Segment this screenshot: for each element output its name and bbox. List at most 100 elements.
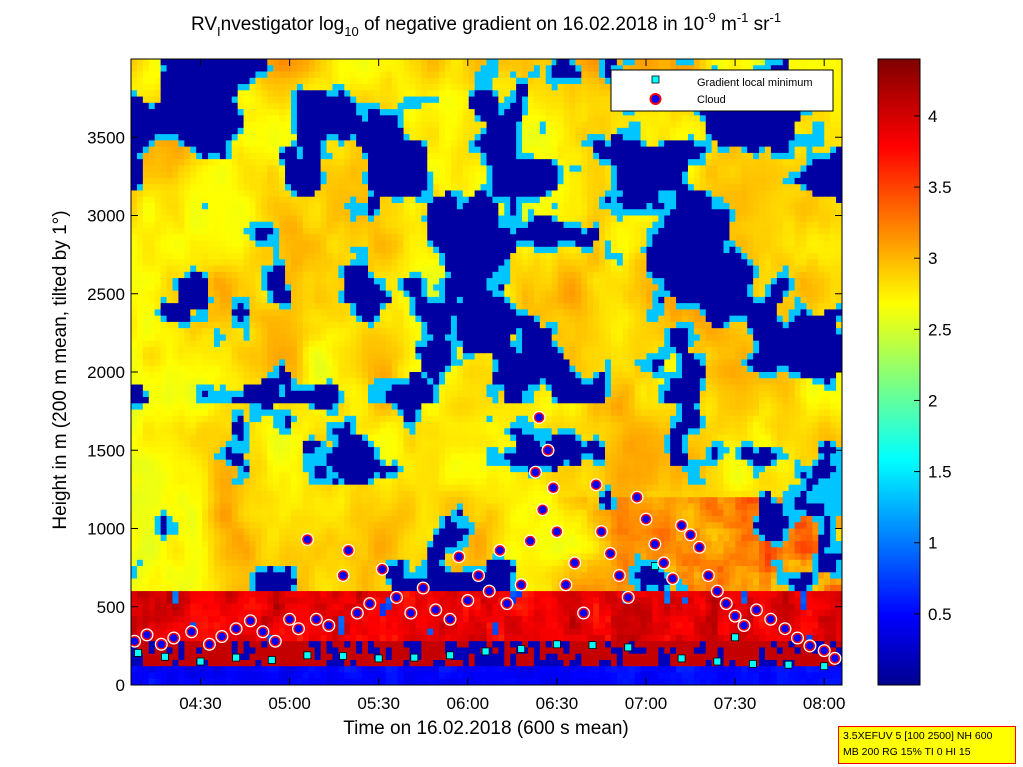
heatmap-cell bbox=[409, 140, 416, 148]
heatmap-cell bbox=[551, 196, 559, 204]
heatmap-cell bbox=[628, 278, 636, 285]
heatmap-cell bbox=[450, 196, 458, 204]
heatmap-cell bbox=[599, 215, 606, 223]
heatmap-cell bbox=[581, 165, 588, 173]
heatmap-cell bbox=[800, 59, 808, 66]
heatmap-cell bbox=[285, 290, 292, 298]
heatmap-cell bbox=[190, 59, 197, 66]
heatmap-cell bbox=[136, 159, 144, 167]
heatmap-cell bbox=[178, 146, 185, 154]
heatmap-cell bbox=[486, 290, 494, 298]
heatmap-cell bbox=[616, 196, 624, 204]
heatmap-cell bbox=[190, 265, 197, 273]
heatmap-cell bbox=[480, 109, 488, 116]
heatmap-cell bbox=[320, 65, 328, 73]
heatmap-cell bbox=[362, 90, 369, 98]
heatmap-cell bbox=[640, 271, 648, 279]
heatmap-cell bbox=[729, 65, 736, 73]
heatmap-cell bbox=[450, 127, 458, 135]
heatmap-cell bbox=[788, 253, 796, 260]
heatmap-cell bbox=[522, 202, 529, 210]
heatmap-cell bbox=[356, 134, 363, 141]
heatmap-cell bbox=[255, 296, 262, 304]
heatmap-cell bbox=[498, 278, 505, 285]
heatmap-cell bbox=[225, 240, 233, 248]
heatmap-cell bbox=[196, 159, 203, 167]
heatmap-cell bbox=[320, 165, 328, 173]
heatmap-cell bbox=[433, 315, 440, 323]
heatmap-cell bbox=[184, 71, 191, 79]
heatmap-cell bbox=[516, 296, 523, 304]
heatmap-cell bbox=[196, 253, 203, 260]
heatmap-cell bbox=[178, 240, 185, 248]
heatmap-cell bbox=[593, 140, 600, 148]
heatmap-cell bbox=[753, 177, 760, 185]
heatmap-cell bbox=[184, 290, 191, 298]
heatmap-cell bbox=[409, 240, 416, 248]
heatmap-cell bbox=[788, 221, 796, 229]
heatmap-cell bbox=[640, 259, 648, 267]
heatmap-cell bbox=[468, 109, 476, 116]
heatmap-cell bbox=[741, 271, 748, 279]
heatmap-cell bbox=[409, 77, 416, 85]
heatmap-cell bbox=[581, 290, 588, 298]
heatmap-cell bbox=[800, 209, 808, 217]
heatmap-cell bbox=[379, 190, 387, 198]
heatmap-cell bbox=[415, 240, 422, 248]
heatmap-cell bbox=[136, 71, 144, 79]
heatmap-cell bbox=[652, 240, 659, 248]
heatmap-cell bbox=[717, 271, 725, 279]
heatmap-cell bbox=[350, 278, 357, 285]
heatmap-cell bbox=[225, 259, 233, 267]
heatmap-cell bbox=[699, 59, 707, 66]
heatmap-cell bbox=[391, 202, 399, 210]
heatmap-cell bbox=[812, 278, 819, 285]
heatmap-cell bbox=[302, 109, 310, 116]
heatmap-cell bbox=[279, 59, 286, 66]
heatmap-cell bbox=[646, 121, 653, 129]
heatmap-cell bbox=[794, 234, 802, 242]
heatmap-cell bbox=[480, 284, 488, 292]
heatmap-cell bbox=[622, 115, 630, 123]
heatmap-cell bbox=[190, 253, 197, 260]
heatmap-cell bbox=[166, 134, 174, 141]
heatmap-cell bbox=[172, 165, 179, 173]
heatmap-cell bbox=[699, 140, 707, 148]
heatmap-cell bbox=[676, 59, 683, 66]
heatmap-cell bbox=[575, 65, 582, 73]
heatmap-cell bbox=[178, 190, 185, 198]
heatmap-cell bbox=[427, 65, 434, 73]
heatmap-cell bbox=[249, 284, 257, 292]
heatmap-cell bbox=[527, 159, 535, 167]
heatmap-cell bbox=[362, 253, 369, 260]
heatmap-cell bbox=[593, 303, 600, 310]
heatmap-cell bbox=[676, 271, 683, 279]
heatmap-cell bbox=[581, 96, 588, 104]
heatmap-cell bbox=[202, 77, 209, 85]
heatmap-cell bbox=[527, 303, 535, 310]
heatmap-cell bbox=[445, 184, 452, 192]
heatmap-cell bbox=[445, 134, 452, 141]
heatmap-cell bbox=[326, 171, 334, 179]
heatmap-cell bbox=[628, 228, 636, 235]
heatmap-cell bbox=[261, 90, 268, 98]
heatmap-cell bbox=[184, 65, 191, 73]
heatmap-cell bbox=[557, 290, 565, 298]
heatmap-cell bbox=[362, 65, 369, 73]
heatmap-cell bbox=[142, 96, 150, 104]
heatmap-cell bbox=[610, 309, 618, 317]
heatmap-cell bbox=[172, 265, 179, 273]
heatmap-cell bbox=[373, 140, 381, 148]
heatmap-cell bbox=[308, 240, 316, 248]
heatmap-cell bbox=[516, 259, 523, 267]
heatmap-cell bbox=[492, 146, 499, 154]
heatmap-cell bbox=[249, 234, 257, 242]
heatmap-cell bbox=[385, 190, 393, 198]
heatmap-cell bbox=[800, 202, 808, 210]
heatmap-cell bbox=[616, 159, 624, 167]
heatmap-cell bbox=[759, 165, 766, 173]
heatmap-cell bbox=[741, 171, 748, 179]
heatmap-cell bbox=[196, 121, 203, 129]
heatmap-cell bbox=[344, 152, 351, 160]
heatmap-cell bbox=[338, 271, 345, 279]
